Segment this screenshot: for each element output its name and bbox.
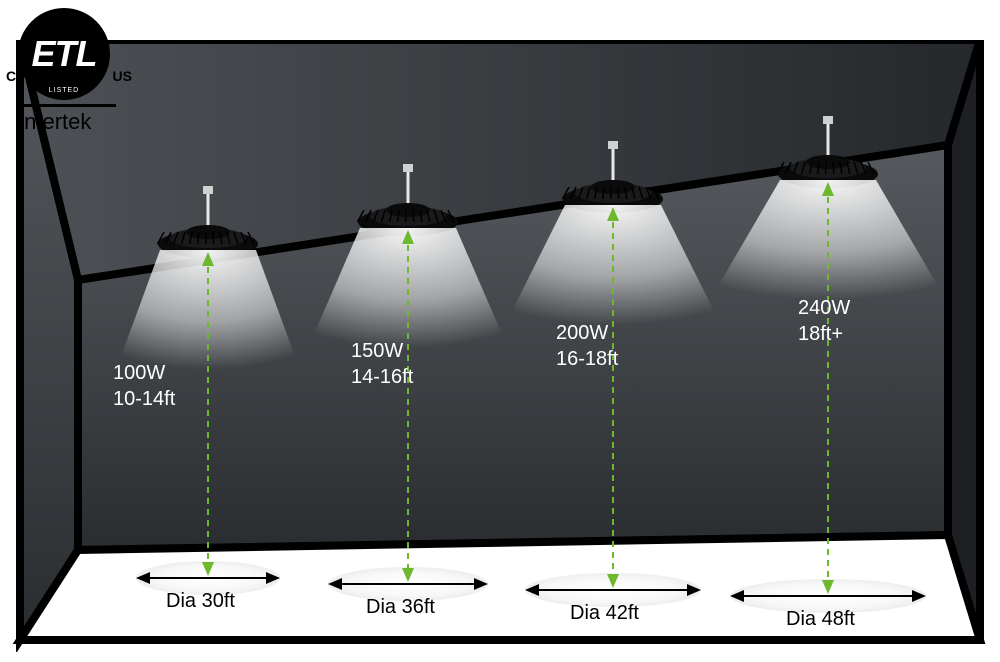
diameter-label-3: Dia 48ft bbox=[786, 608, 855, 631]
wattage-label-3: 240W18ft+ bbox=[798, 295, 850, 347]
intertek-brand: Intertek bbox=[18, 109, 116, 135]
wattage-value: 150W bbox=[351, 338, 413, 364]
diameter-label-0: Dia 30ft bbox=[166, 590, 235, 613]
height-range-value: 16-18ft bbox=[556, 346, 618, 372]
height-range-value: 18ft+ bbox=[798, 321, 850, 347]
diameter-label-2: Dia 42ft bbox=[570, 602, 639, 625]
etl-us-mark: US bbox=[113, 68, 132, 84]
etl-logo-text: ETL bbox=[32, 33, 97, 75]
wattage-label-0: 100W10-14ft bbox=[113, 360, 175, 412]
wattage-label-1: 150W14-16ft bbox=[351, 338, 413, 390]
etl-certification-badge: ETL LISTED C US Intertek bbox=[18, 8, 116, 135]
height-range-value: 14-16ft bbox=[351, 364, 413, 390]
wattage-value: 100W bbox=[113, 360, 175, 386]
etl-listed-text: LISTED bbox=[49, 87, 80, 94]
height-range-value: 10-14ft bbox=[113, 386, 175, 412]
wattage-label-2: 200W16-18ft bbox=[556, 320, 618, 372]
wattage-value: 200W bbox=[556, 320, 618, 346]
diameter-label-1: Dia 36ft bbox=[366, 596, 435, 619]
wattage-value: 240W bbox=[798, 295, 850, 321]
etl-c-mark: C bbox=[6, 68, 16, 84]
